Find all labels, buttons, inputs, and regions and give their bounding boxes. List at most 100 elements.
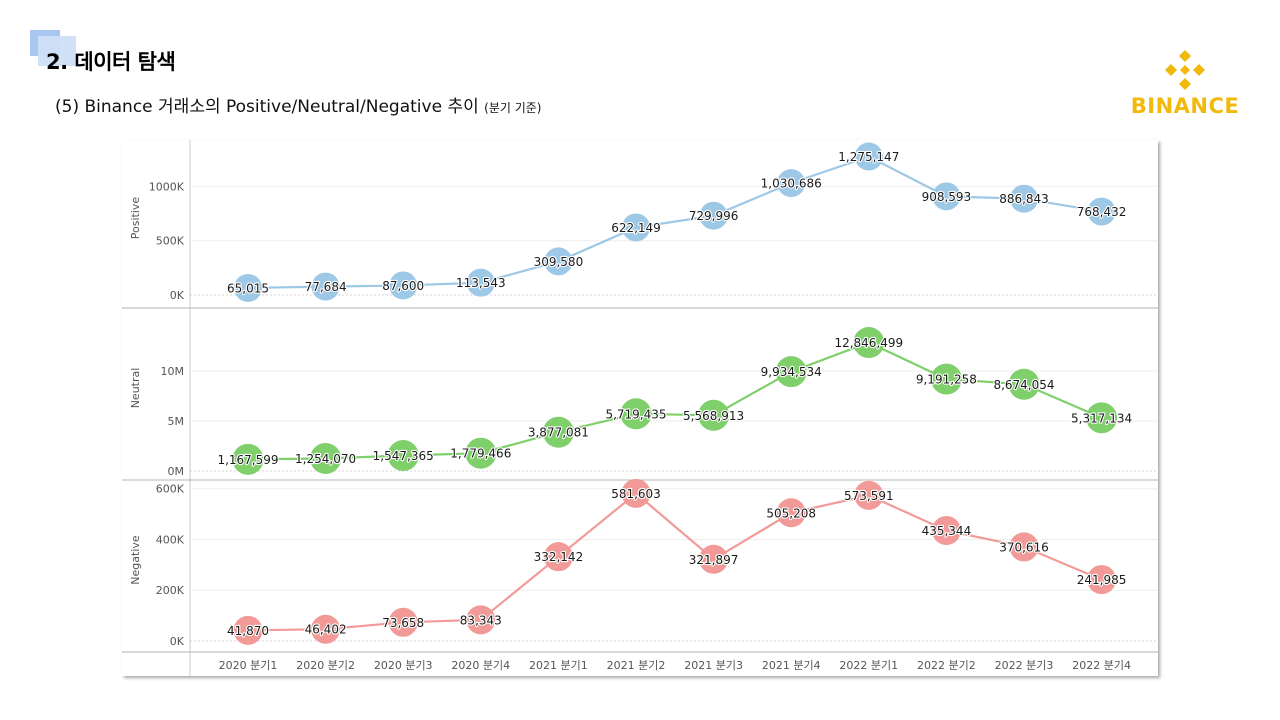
data-point <box>389 271 418 300</box>
x-tick-label: 2021 분기3 <box>684 659 743 672</box>
data-point <box>466 605 496 635</box>
data-label: 309,580 <box>534 255 584 269</box>
data-label: 5,719,435 <box>605 407 666 421</box>
subtitle-text: (5) Binance 거래소의 Positive/Neutral/Negati… <box>55 97 479 117</box>
data-point <box>1087 565 1117 595</box>
data-label: 8,674,054 <box>993 378 1054 392</box>
data-point <box>854 142 883 171</box>
page-subtitle: (5) Binance 거래소의 Positive/Neutral/Negati… <box>55 92 541 117</box>
y-axis-label: Positive <box>129 197 142 240</box>
x-tick-label: 2021 분기4 <box>762 659 821 672</box>
data-label: 321,897 <box>689 553 739 567</box>
data-point <box>775 356 807 388</box>
x-tick-label: 2020 분기4 <box>451 659 510 672</box>
x-tick-label: 2021 분기2 <box>607 659 666 672</box>
y-axis-label: Negative <box>129 535 142 585</box>
y-tick-label: 400K <box>156 533 185 546</box>
data-label: 46,402 <box>305 623 347 637</box>
data-label: 886,843 <box>999 192 1049 206</box>
y-tick-label: 0M <box>168 465 185 478</box>
y-tick-label: 200K <box>156 584 185 597</box>
x-tick-label: 2020 분기3 <box>374 659 433 672</box>
data-label: 332,142 <box>534 550 584 564</box>
data-label: 505,208 <box>766 506 816 520</box>
data-label: 12,846,499 <box>834 336 903 350</box>
data-point <box>853 327 885 359</box>
data-point <box>1087 197 1116 226</box>
y-tick-label: 1000K <box>149 180 185 193</box>
y-tick-label: 10M <box>161 365 185 378</box>
series-line-negative <box>247 491 1103 632</box>
data-point <box>387 440 419 472</box>
data-point <box>776 498 806 528</box>
data-label: 435,344 <box>922 524 972 538</box>
data-label: 573,591 <box>844 489 894 503</box>
data-label: 65,015 <box>227 281 269 295</box>
x-tick-label: 2022 분기4 <box>1072 659 1131 672</box>
data-label: 87,600 <box>382 279 424 293</box>
y-axis-label: Neutral <box>129 368 142 409</box>
data-point <box>233 615 263 645</box>
y-tick-label: 0K <box>170 635 185 648</box>
y-tick-label: 5M <box>168 415 185 428</box>
data-label: 1,030,686 <box>761 177 822 191</box>
data-label: 77,684 <box>305 280 347 294</box>
data-point <box>931 515 961 545</box>
data-label: 1,275,147 <box>838 150 899 164</box>
data-point <box>1086 402 1118 434</box>
x-tick-label: 2022 분기2 <box>917 659 976 672</box>
data-point <box>1009 532 1039 562</box>
data-point <box>310 442 342 474</box>
data-label: 1,779,466 <box>450 447 511 461</box>
data-point <box>622 213 650 242</box>
binance-diamond-icon <box>1165 50 1205 90</box>
data-point <box>854 480 884 510</box>
x-tick-label: 2020 분기2 <box>296 659 355 672</box>
series-line-neutral <box>247 341 1103 461</box>
data-point <box>234 273 262 302</box>
data-point <box>699 201 728 230</box>
series-line-positive <box>247 155 1102 289</box>
data-point <box>930 363 962 395</box>
binance-logo: BINANCE <box>1120 46 1250 120</box>
data-point <box>311 614 341 644</box>
data-label: 241,985 <box>1077 573 1127 587</box>
x-tick-label: 2021 분기1 <box>529 659 588 672</box>
data-label: 581,603 <box>611 487 661 501</box>
page-title: 2. 데이터 탐색 <box>46 50 176 74</box>
data-point <box>620 398 652 430</box>
data-label: 9,934,534 <box>761 365 822 379</box>
chart-svg: 0K 500K 1000K Positive 65,015 77,684 87,600 113… <box>122 140 1158 676</box>
data-point <box>932 182 961 211</box>
data-label: 768,432 <box>1077 205 1127 219</box>
data-point <box>311 272 340 301</box>
data-point <box>465 437 497 469</box>
y-tick-label: 600K <box>156 483 185 496</box>
data-point <box>544 247 573 276</box>
y-tick-label: 500K <box>156 235 185 248</box>
data-label: 73,658 <box>382 616 424 630</box>
y-tick-label: 0K <box>170 289 185 302</box>
data-label: 370,616 <box>999 540 1049 554</box>
data-label: 1,254,070 <box>295 452 356 466</box>
data-point <box>1008 368 1040 400</box>
data-label: 113,543 <box>456 276 506 290</box>
data-label: 729,996 <box>689 209 739 223</box>
x-tick-label: 2022 분기3 <box>995 659 1054 672</box>
data-label: 41,870 <box>227 624 269 638</box>
binance-logo-text: BINANCE <box>1130 94 1240 118</box>
data-point <box>621 478 651 508</box>
folder-icon <box>30 30 76 66</box>
data-label: 83,343 <box>460 613 502 627</box>
data-point <box>698 399 730 431</box>
data-label: 9,191,258 <box>916 373 977 387</box>
data-point <box>232 443 264 475</box>
data-label: 5,568,913 <box>683 409 744 423</box>
data-label: 622,149 <box>611 221 661 235</box>
data-point <box>777 169 806 198</box>
data-label: 1,167,599 <box>217 453 278 467</box>
subtitle-note: (분기 기준) <box>484 101 542 115</box>
data-label: 5,317,134 <box>1071 411 1132 425</box>
data-point <box>699 544 729 574</box>
data-label: 908,593 <box>922 190 972 204</box>
